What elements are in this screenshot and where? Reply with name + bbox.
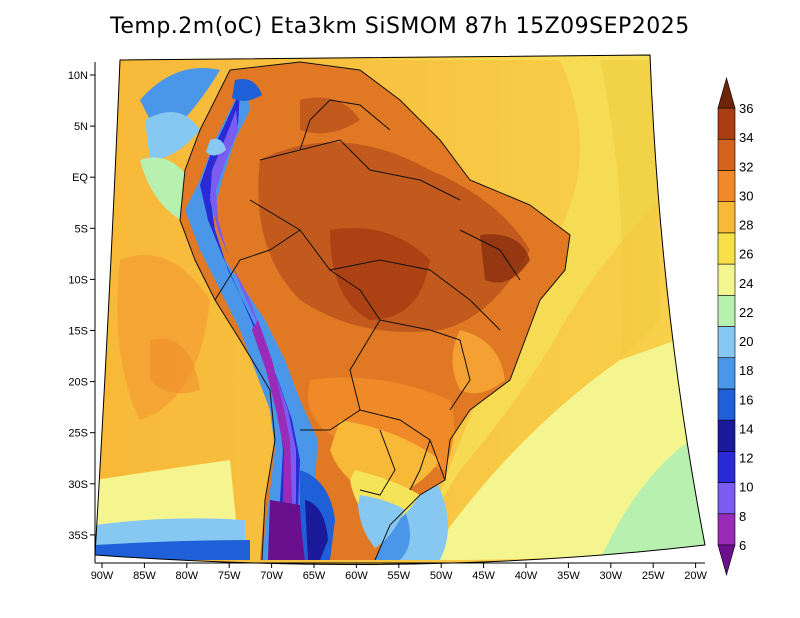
lat-tick-label: 15S — [68, 326, 88, 338]
lon-tick-label: 50W — [430, 570, 453, 582]
map-axes — [94, 62, 705, 564]
colorbar-label: 14 — [739, 421, 753, 436]
country-borders — [179, 61, 571, 561]
colorbar-label: 26 — [739, 247, 753, 262]
colorbar-segment — [717, 482, 736, 515]
longitude-ticks: 90W 85W 80W 75W 70W 65W 60W 55W 50W 45W 40W 35W 30W 2… — [91, 563, 708, 582]
lon-tick-label: 40W — [515, 570, 538, 582]
colorbar-label: 6 — [739, 538, 746, 553]
lon-tick-label: 60W — [345, 570, 368, 582]
colorbar-label: 12 — [739, 451, 753, 466]
colorbar-segment — [717, 388, 736, 421]
lat-tick-label: 5N — [74, 121, 88, 133]
colorbar-segment — [717, 357, 736, 390]
lat-tick-label: 5S — [75, 223, 88, 235]
colorbar-label: 28 — [739, 218, 753, 233]
colorbar-label: 20 — [739, 334, 753, 349]
colorbar-segment — [717, 138, 736, 171]
colorbar-label: 16 — [739, 392, 753, 407]
colorbar-max-arrow — [717, 76, 736, 109]
colorbar-segment — [717, 201, 736, 234]
colorbar-segment — [717, 326, 736, 359]
lon-tick-label: 80W — [175, 570, 198, 582]
latitude-ticks: 10N 5N EQ 5S 10S 15S 20S 25S 30S 35S — [68, 70, 95, 542]
lat-tick-label: 35S — [68, 530, 88, 542]
colorbar-label: 24 — [739, 276, 753, 291]
lon-tick-label: 30W — [599, 570, 622, 582]
colorbar-segment — [717, 451, 736, 483]
lon-tick-label: 85W — [133, 570, 156, 582]
lon-tick-label: 70W — [260, 570, 283, 582]
map-title: Temp.2m(oC) Eta3km SiSMOM 87h 15Z09SEP20… — [110, 14, 690, 39]
temperature-field — [95, 55, 705, 565]
lon-tick-label: 45W — [472, 570, 495, 582]
colorbar-segment — [717, 107, 736, 140]
colorbar-segment — [717, 419, 736, 452]
lon-tick-label: 20W — [684, 570, 707, 582]
lat-tick-label: 10N — [68, 70, 88, 82]
lat-tick-label: 20S — [68, 377, 88, 389]
lon-tick-label: 90W — [91, 570, 114, 582]
map-frame — [94, 54, 706, 565]
colorbar-label: 18 — [739, 363, 753, 378]
colorbar-min-arrow — [717, 544, 736, 577]
colorbar-label: 36 — [739, 101, 753, 116]
colorbar-label: 32 — [739, 159, 753, 174]
lon-tick-label: 55W — [387, 570, 410, 582]
lat-tick-label: 25S — [68, 428, 88, 440]
colorbar-label: 30 — [739, 188, 753, 203]
lat-tick-label: 30S — [68, 479, 88, 491]
lon-tick-label: 25W — [642, 570, 665, 582]
lon-tick-label: 75W — [218, 570, 241, 582]
colorbar-label: 22 — [739, 305, 753, 320]
colorbar-label: 34 — [739, 130, 753, 145]
colorbar-segment — [717, 232, 736, 265]
colorbar-segment — [717, 170, 736, 202]
lon-tick-label: 65W — [303, 570, 326, 582]
lat-tick-label: 10S — [68, 274, 88, 286]
lon-tick-label: 35W — [557, 570, 580, 582]
colorbar-segment — [717, 294, 736, 327]
lat-tick-label: EQ — [72, 172, 88, 184]
colorbar-segment — [717, 263, 736, 296]
colorbar: 6 8 10 12 14 16 18 20 22 24 26 28 30 32 34 36 — [717, 76, 753, 577]
colorbar-segment — [717, 513, 736, 546]
colorbar-label: 8 — [739, 509, 746, 524]
colorbar-label: 10 — [739, 480, 753, 495]
